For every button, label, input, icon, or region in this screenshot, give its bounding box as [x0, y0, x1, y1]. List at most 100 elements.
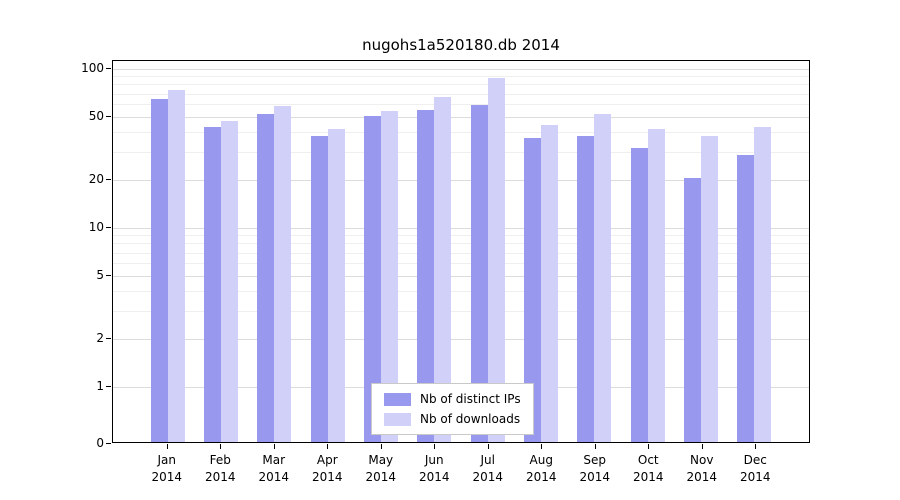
bar-nb-of-downloads-dec	[754, 126, 772, 442]
bar-nb-of-downloads-jun	[434, 96, 452, 442]
gridline-minor-90	[113, 76, 809, 78]
xtick-label-aug: Aug 2014	[525, 453, 557, 484]
bar-group-nov	[674, 61, 727, 442]
gridline-2	[113, 339, 809, 341]
bar-group-apr	[301, 61, 354, 442]
gridline-minor-30	[113, 152, 809, 154]
ytick-label-5: 5	[96, 267, 104, 282]
ytick-mark-20	[106, 179, 111, 181]
xtick-year-jul: 2014	[472, 469, 504, 484]
gridline-10	[113, 228, 809, 229]
ytick-mark-0	[106, 443, 111, 444]
xtick-year-apr: 2014	[311, 469, 343, 484]
xtick-mark-jan	[166, 444, 168, 449]
xtick-mark-sep	[594, 444, 596, 449]
bar-nb-of-downloads-aug	[540, 125, 558, 442]
ytick-label-0: 0	[96, 436, 104, 450]
bar-group-jan	[141, 61, 194, 442]
bar-nb-of-downloads-mar	[274, 105, 292, 442]
legend-label-nb-of-downloads: Nb of downloads	[420, 412, 521, 426]
bar-group-feb	[194, 61, 247, 442]
bar-group-jul	[461, 61, 514, 442]
chart-title: nugohs1a520180.db 2014	[362, 36, 560, 54]
bar-nb-of-distinct-ips-aug	[523, 137, 541, 442]
bar-nb-of-downloads-may	[380, 110, 398, 442]
bar-nb-of-distinct-ips-jan	[150, 98, 168, 442]
gridline-minor-9	[113, 235, 809, 237]
bar-nb-of-distinct-ips-feb	[203, 126, 221, 442]
legend-swatch-nb-of-downloads	[384, 412, 411, 426]
bar-nb-of-downloads-jan	[167, 89, 185, 442]
gridline-minor-7	[113, 252, 809, 254]
legend-entry-nb-of-distinct-ips: Nb of distinct IPs	[384, 392, 521, 406]
xtick-year-oct: 2014	[632, 469, 664, 484]
gridline-20	[113, 180, 809, 182]
xtick-year-dec: 2014	[739, 469, 771, 484]
xtick-label-jun: Jun 2014	[418, 453, 450, 484]
legend: Nb of distinct IPs Nb of downloads	[371, 383, 534, 435]
bar-nb-of-distinct-ips-mar	[257, 113, 275, 442]
xtick-label-jul: Jul 2014	[472, 453, 504, 484]
xtick-mark-may	[380, 444, 382, 449]
gridline-minor-4	[113, 291, 809, 293]
bar-group-may	[354, 61, 407, 442]
bar-nb-of-distinct-ips-sep	[577, 135, 595, 442]
xtick-mark-feb	[220, 444, 222, 449]
plot-area: Nb of distinct IPs Nb of downloads	[112, 60, 810, 443]
bar-group-mar	[248, 61, 301, 442]
bar-nb-of-downloads-jul	[487, 78, 505, 442]
xtick-year-sep: 2014	[579, 469, 611, 484]
bar-group-dec	[728, 61, 781, 442]
bar-group-oct	[621, 61, 674, 442]
ytick-mark-100	[106, 68, 111, 69]
bar-group-sep	[568, 61, 621, 442]
gridline-minor-70	[113, 93, 809, 95]
xtick-mark-aug	[541, 444, 543, 449]
xtick-year-feb: 2014	[204, 469, 236, 484]
bar-nb-of-distinct-ips-jun	[417, 109, 435, 442]
xtick-mark-mar	[273, 444, 275, 449]
ytick-label-50: 50	[88, 108, 104, 123]
xtick-label-dec: Dec 2014	[739, 453, 771, 484]
bar-nb-of-downloads-oct	[647, 128, 665, 442]
xtick-mark-apr	[327, 444, 329, 449]
bar-group-aug	[514, 61, 567, 442]
bar-nb-of-distinct-ips-may	[363, 116, 381, 442]
xtick-year-jun: 2014	[418, 469, 450, 484]
ytick-label-100: 100	[81, 61, 104, 75]
xtick-label-may: May 2014	[365, 453, 397, 484]
xtick-mark-jul	[487, 444, 489, 449]
legend-swatch-nb-of-distinct-ips	[384, 392, 411, 406]
xtick-label-apr: Apr 2014	[311, 453, 343, 484]
gridline-100	[113, 69, 809, 70]
bar-nb-of-downloads-feb	[220, 120, 238, 442]
xtick-year-mar: 2014	[258, 469, 290, 484]
gridline-minor-3	[113, 311, 809, 313]
gridline-minor-40	[113, 132, 809, 134]
ytick-mark-5	[106, 274, 111, 276]
xtick-mark-oct	[648, 444, 650, 449]
bar-groups	[113, 61, 809, 442]
xtick-label-nov: Nov 2014	[686, 453, 718, 484]
xtick-year-nov: 2014	[686, 469, 718, 484]
gridline-minor-8	[113, 243, 809, 245]
gridline-50	[113, 116, 809, 118]
bar-nb-of-distinct-ips-dec	[737, 154, 755, 442]
bar-nb-of-downloads-apr	[327, 128, 345, 442]
ytick-label-10: 10	[88, 220, 104, 234]
ytick-mark-50	[106, 115, 111, 117]
bar-nb-of-distinct-ips-oct	[630, 147, 648, 442]
xtick-year-jan: 2014	[151, 469, 183, 484]
legend-label-nb-of-distinct-ips: Nb of distinct IPs	[420, 392, 521, 406]
xtick-label-sep: Sep 2014	[579, 453, 611, 484]
xtick-mark-nov	[701, 444, 703, 449]
xtick-label-oct: Oct 2014	[632, 453, 664, 484]
xtick-label-mar: Mar 2014	[258, 453, 290, 484]
xtick-year-aug: 2014	[525, 469, 557, 484]
xtick-mark-dec	[755, 444, 757, 449]
ytick-mark-2	[106, 338, 111, 340]
bar-nb-of-distinct-ips-jul	[470, 104, 488, 442]
bar-nb-of-distinct-ips-nov	[683, 178, 701, 442]
gridline-minor-60	[113, 104, 809, 106]
